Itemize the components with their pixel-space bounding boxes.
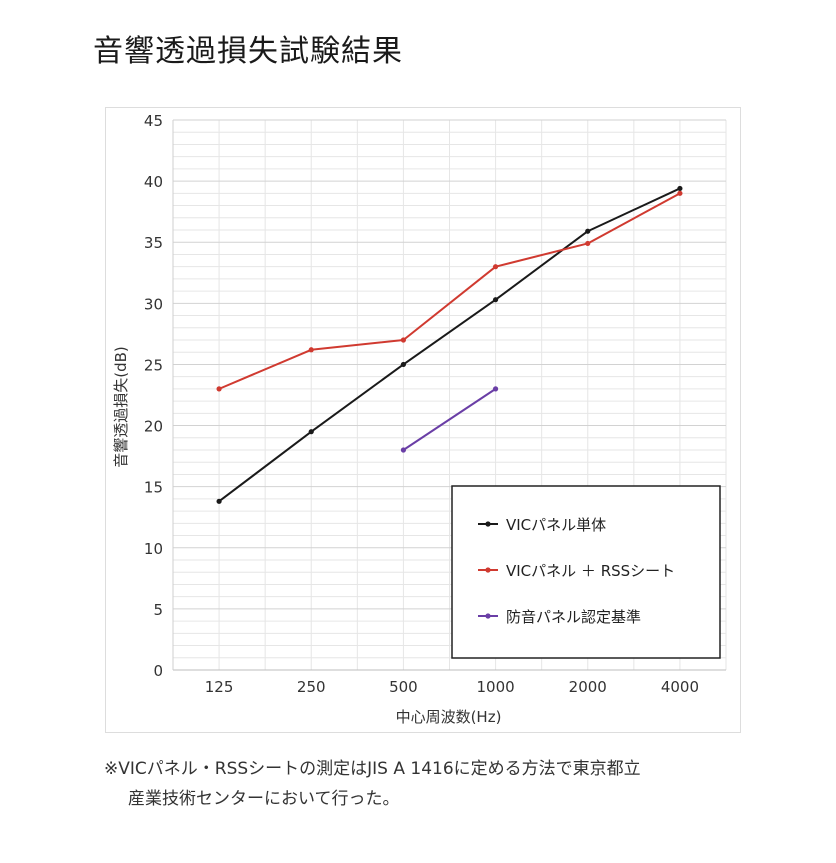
y-tick-label: 30 xyxy=(144,295,163,313)
data-point xyxy=(585,240,591,247)
data-point xyxy=(585,228,591,234)
legend-label: VICパネル ＋ RSSシート xyxy=(506,562,675,580)
data-point xyxy=(308,347,314,353)
data-point xyxy=(677,185,683,192)
x-tick-label: 500 xyxy=(389,678,418,696)
y-axis-title: 音響透過損失(dB) xyxy=(112,346,130,468)
x-tick-label: 125 xyxy=(205,678,234,696)
page-title: 音響透過損失試験結果 xyxy=(93,34,403,69)
chart-frame: 0 5 10 15 20 25 30 35 40 45 125 250 500 1000 2000 4000 中… xyxy=(105,107,741,733)
footnote-line-1: ※VICパネル・RSSシートの測定はJIS A 1416に定める方法で東京都立 xyxy=(104,759,641,779)
data-point xyxy=(216,386,222,392)
x-tick-label: 2000 xyxy=(569,678,607,696)
y-tick-label: 40 xyxy=(144,173,163,191)
footnote-line-2: 産業技術センターにおいて行った。 xyxy=(128,789,400,809)
x-tick-label: 1000 xyxy=(476,678,514,696)
y-tick-label: 35 xyxy=(144,234,163,252)
legend-swatch-point xyxy=(485,567,491,573)
y-tick-label: 10 xyxy=(144,540,163,558)
data-point xyxy=(400,361,407,368)
y-tick-label: 45 xyxy=(144,112,163,130)
x-axis-title: 中心周波数(Hz) xyxy=(396,708,502,726)
legend-swatch-point xyxy=(485,521,491,527)
data-point xyxy=(400,337,407,343)
legend-label: VICパネル単体 xyxy=(506,516,606,534)
chart-plot: 0 5 10 15 20 25 30 35 40 45 125 250 500 1000 2000 4000 中… xyxy=(112,112,727,726)
y-tick-label: 0 xyxy=(153,662,163,680)
series-line-1 xyxy=(218,192,681,390)
data-point xyxy=(216,498,222,504)
data-point xyxy=(400,447,407,453)
series-line-2 xyxy=(402,388,497,451)
legend-label: 防音パネル認定基準 xyxy=(506,608,641,626)
data-point xyxy=(492,264,499,270)
footnote: ※VICパネル・RSSシートの測定はJIS A 1416に定める方法で東京都立 … xyxy=(104,754,744,814)
y-tick-label: 20 xyxy=(144,418,163,436)
x-tick-label: 4000 xyxy=(661,678,699,696)
data-point xyxy=(492,297,499,303)
series-line-0 xyxy=(218,187,681,503)
y-tick-label: 5 xyxy=(153,601,163,619)
data-point xyxy=(308,429,314,435)
legend-swatch-point xyxy=(485,613,491,619)
x-tick-label: 250 xyxy=(297,678,326,696)
data-point xyxy=(492,386,499,392)
data-point xyxy=(677,190,683,196)
y-tick-label: 25 xyxy=(144,356,163,374)
y-tick-label: 15 xyxy=(144,479,163,497)
legend-box xyxy=(451,485,721,659)
